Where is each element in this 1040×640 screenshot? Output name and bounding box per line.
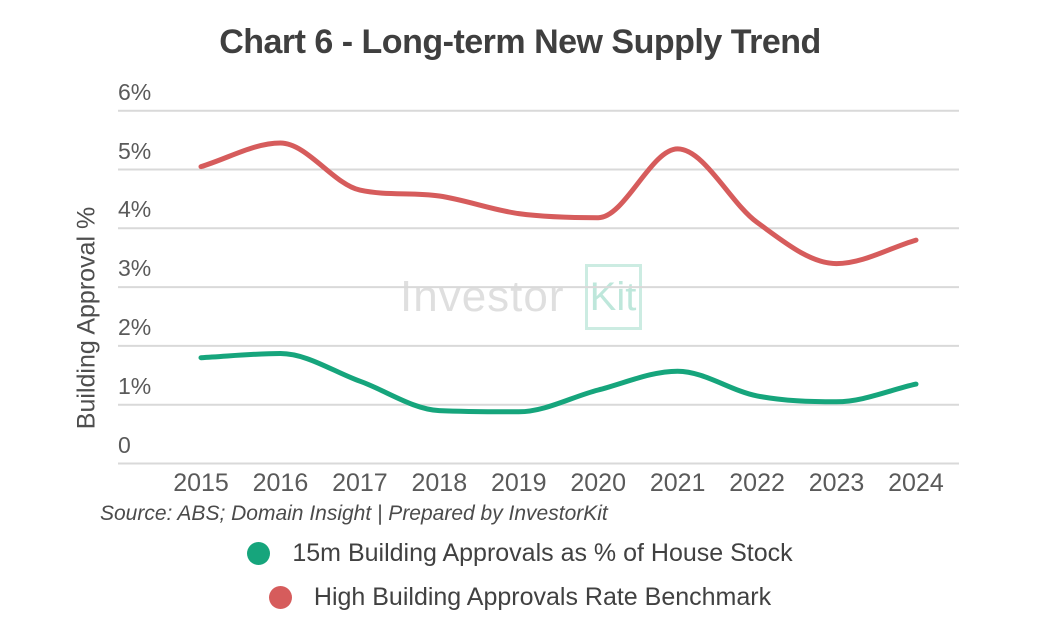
- y-axis-title: Building Approval %: [72, 206, 101, 430]
- legend-label-green: 15m Building Approvals as % of House Sto…: [292, 539, 793, 567]
- x-tick-label: 2023: [808, 469, 865, 497]
- y-tick-label: 2%: [118, 313, 152, 340]
- series-line-1: [198, 140, 919, 267]
- series-line-0: [198, 350, 919, 415]
- watermark-investor-text: Investor: [400, 272, 565, 321]
- watermark: Investor Kit: [400, 264, 642, 330]
- green-dot-icon: [247, 541, 271, 565]
- legend-label-red: High Building Approvals Rate Benchmark: [313, 583, 772, 611]
- x-tick-label: 2018: [411, 469, 468, 497]
- y-tick-label: 4%: [118, 196, 152, 223]
- x-tick-label: 2017: [332, 469, 388, 497]
- legend-item-green: 15m Building Approvals as % of House Sto…: [247, 538, 793, 568]
- y-tick-label: 1%: [118, 372, 152, 399]
- x-tick-label: 2020: [570, 469, 626, 497]
- y-tick-label: 6%: [118, 78, 152, 105]
- watermark-kit-logo-icon: Kit: [584, 264, 642, 330]
- x-tick-label: 2021: [649, 469, 706, 497]
- legend-item-red: High Building Approvals Rate Benchmark: [268, 582, 772, 612]
- legend: 15m Building Approvals as % of House Sto…: [0, 538, 1040, 612]
- x-tick-label: 2016: [252, 469, 309, 497]
- x-tick-label: 2019: [490, 469, 547, 497]
- x-tick-label: 2024: [888, 469, 944, 497]
- source-note: Source: ABS; Domain Insight | Prepared b…: [100, 502, 608, 525]
- red-dot-icon: [268, 585, 292, 609]
- chart-title: Chart 6 - Long-term New Supply Trend: [219, 23, 821, 61]
- x-tick-label: 2022: [729, 469, 785, 497]
- x-tick-label: 2015: [173, 469, 229, 497]
- y-tick-label: 3%: [118, 255, 152, 282]
- y-tick-label: 5%: [118, 137, 152, 164]
- y-tick-label: 0: [118, 431, 131, 458]
